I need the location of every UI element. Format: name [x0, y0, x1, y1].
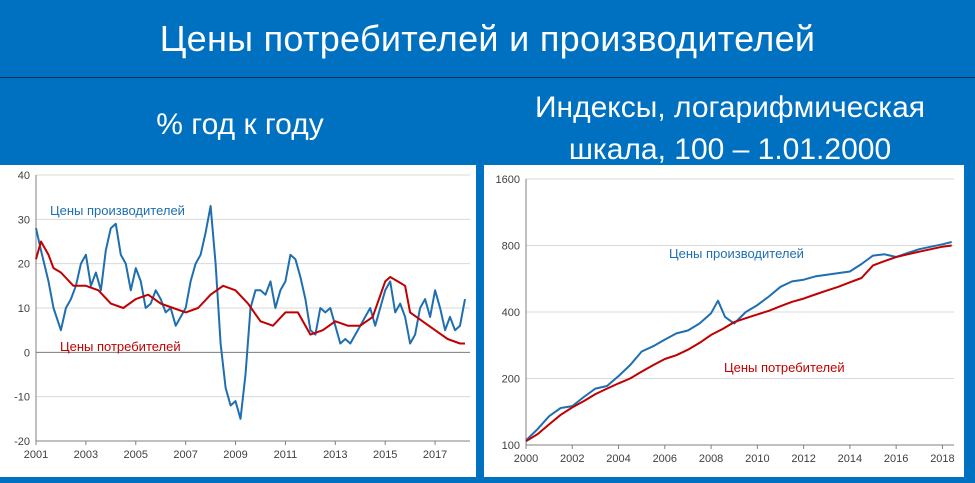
index-chart-panel: 1600 800 400 200 100 2000 2002 2004 2006 2008 2010…: [484, 165, 964, 477]
x-tick-label: 2000: [514, 453, 538, 465]
y-tick-label: 800: [502, 241, 520, 253]
x-tick-label: 2002: [560, 453, 584, 465]
x-tick-label: 2018: [930, 453, 954, 465]
right-subtitle-line2: шкала, 100 – 1.01.2000: [568, 133, 892, 166]
x-tick-label: 2007: [173, 449, 197, 461]
y-tick-label: 20: [18, 259, 30, 271]
x-tick-label: 2014: [838, 453, 862, 465]
y-tick-label: -20: [14, 436, 30, 448]
ppi-series-line: [35, 205, 466, 420]
y-tick-label: 200: [502, 374, 520, 386]
ppi-series-line: [525, 241, 952, 442]
y-tick-label: 400: [502, 307, 520, 319]
page-title: Цены потребителей и производителей: [159, 17, 816, 59]
x-tick-label: 2013: [323, 449, 347, 461]
x-tick-label: 2008: [699, 453, 723, 465]
y-tick-label: 0: [24, 347, 30, 359]
right-subtitle: Индексы, логарифмическая шкала, 100 – 1.…: [490, 87, 970, 171]
cpi-series-line: [35, 240, 465, 345]
x-tick-label: 2015: [373, 449, 397, 461]
x-tick-label: 2006: [653, 453, 677, 465]
x-tick-label: 2003: [74, 449, 98, 461]
x-tick-label: 2017: [423, 449, 447, 461]
y-tick-label: 100: [502, 440, 520, 452]
x-tick-label: 2004: [606, 453, 630, 465]
left-subtitle: % год к году: [156, 108, 324, 141]
y-tick-label: -10: [14, 392, 30, 404]
x-tick-label: 2012: [791, 453, 815, 465]
right-subtitle-line1: Индексы, логарифмическая: [534, 91, 926, 124]
x-tick-label: 2016: [884, 453, 908, 465]
ppi-series-label: Цены производителей: [669, 246, 804, 261]
cpi-series-label: Цены потребителей: [60, 339, 181, 354]
y-tick-label: 30: [18, 214, 30, 226]
y-tick-label: 1600: [496, 174, 520, 186]
x-tick-label: 2010: [745, 453, 769, 465]
title-bar: Цены потребителей и производителей: [0, 0, 975, 78]
x-tick-label: 2011: [274, 449, 298, 461]
cpi-series-label: Цены потребителей: [724, 360, 845, 375]
y-tick-label: 10: [18, 303, 30, 315]
ppi-series-label: Цены производителей: [50, 203, 185, 218]
x-tick-label: 2005: [124, 449, 148, 461]
cpi-series-line: [525, 244, 952, 443]
x-tick-label: 2009: [223, 449, 247, 461]
y-tick-label: 40: [18, 170, 30, 182]
yoy-chart-panel: 40 30 20 10 0 -10 -20 2001 2003 2005 2007 2009 2011 2…: [0, 165, 476, 477]
x-tick-label: 2001: [24, 449, 48, 461]
